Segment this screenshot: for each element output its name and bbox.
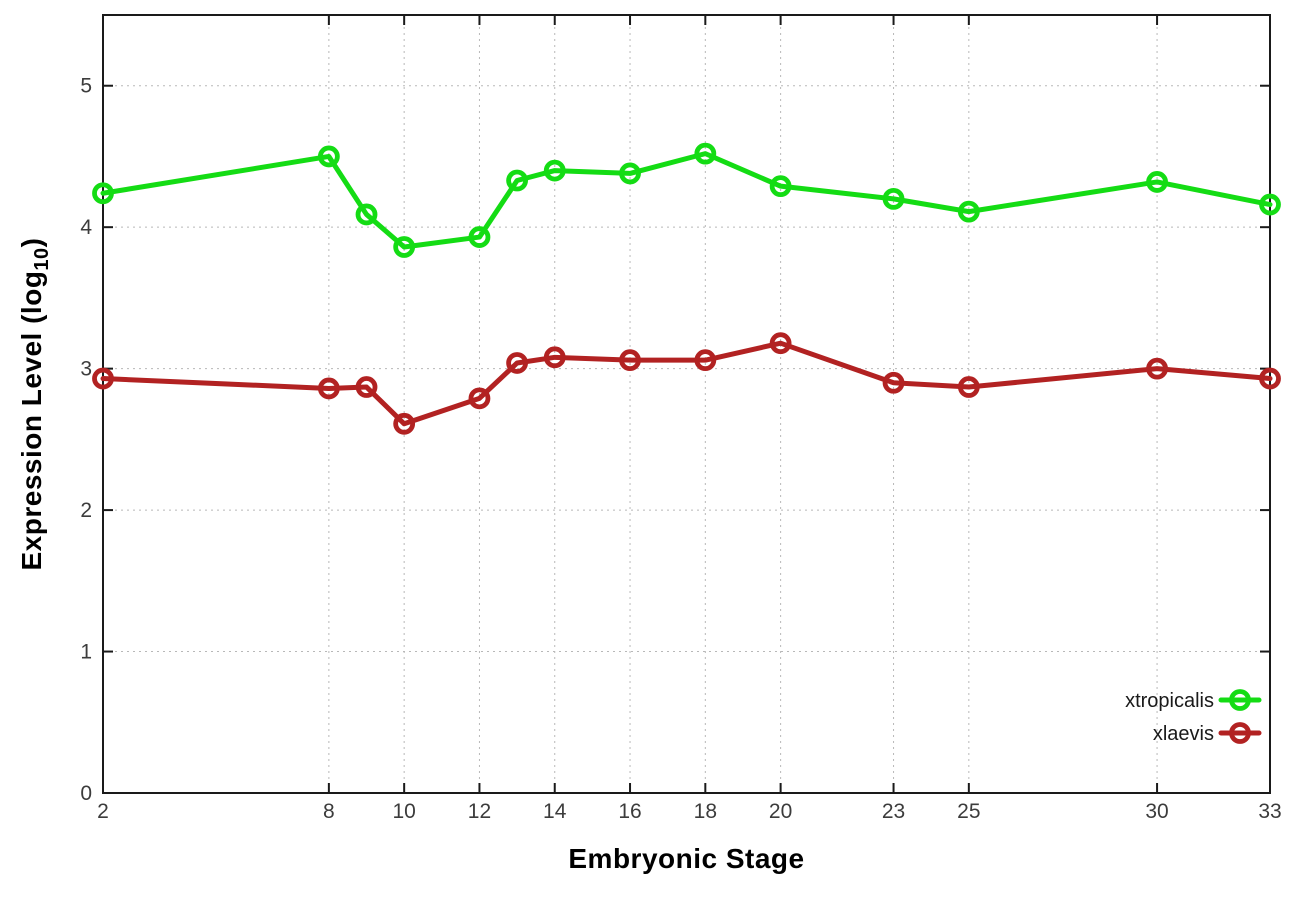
data-point-marker-xlaevis: [1146, 357, 1168, 380]
data-point-marker-xlaevis: [92, 367, 114, 390]
x-tick-label: 8: [323, 800, 335, 823]
x-tick-label: 33: [1258, 800, 1281, 823]
y-tick-label: 2: [80, 499, 92, 522]
data-point-marker-xtropicalis: [1146, 171, 1168, 193]
y-axis-title: Expression Level (log10): [16, 238, 54, 571]
series-line-xlaevis: [100, 340, 1273, 427]
data-point-marker-xtropicalis: [769, 175, 792, 198]
data-point-marker-xtropicalis: [468, 226, 491, 248]
data-point-marker-xlaevis: [1259, 367, 1281, 390]
y-tick-label: 3: [80, 358, 92, 381]
legend-label-xtropicalis: xtropicalis: [1125, 690, 1214, 712]
data-point-marker-xlaevis: [957, 376, 980, 398]
data-point-marker-xlaevis: [355, 376, 378, 398]
y-axis-title-text: Expression Level (log: [16, 270, 48, 571]
data-point-marker-xtropicalis: [957, 200, 980, 223]
x-tick-label: 20: [769, 800, 792, 823]
y-tick-label: 5: [80, 75, 92, 98]
data-point-marker-xlaevis: [882, 371, 905, 394]
data-point-marker-xlaevis: [468, 387, 491, 410]
data-point-marker-xtropicalis: [92, 182, 114, 205]
data-point-marker-xtropicalis: [694, 142, 717, 165]
x-tick-label: 10: [392, 800, 415, 823]
x-tick-label: 14: [543, 800, 567, 823]
data-point-marker-xlaevis: [393, 412, 416, 435]
x-tick-label: 25: [957, 800, 980, 823]
x-tick-label: 16: [618, 800, 641, 823]
plot-border: [102, 14, 1271, 794]
y-axis-title-subscript: 10: [30, 247, 53, 271]
x-axis-title: Embryonic Stage: [568, 843, 805, 874]
x-tick-label: 2: [97, 800, 109, 823]
data-point-marker-xlaevis: [506, 352, 528, 374]
x-tick-label: 30: [1145, 800, 1168, 823]
data-point-marker-xtropicalis: [619, 162, 641, 185]
x-tick-label: 12: [468, 800, 491, 823]
data-point-marker-xtropicalis: [393, 236, 416, 258]
data-point-marker-xtropicalis: [882, 187, 905, 210]
x-tick-label: 23: [882, 800, 905, 823]
y-axis-title-suffix: ): [16, 237, 48, 248]
x-tick-label: 18: [694, 800, 717, 823]
y-tick-label: 1: [80, 641, 92, 664]
data-point-marker-xtropicalis: [317, 145, 340, 168]
y-tick-label: 4: [80, 216, 92, 239]
y-tick-label: 0: [80, 782, 92, 805]
legend-marker-xlaevis: [1229, 722, 1251, 744]
legend-label-xlaevis: xlaevis: [1153, 723, 1214, 745]
data-point-marker-xlaevis: [769, 332, 792, 355]
data-point-marker-xtropicalis: [355, 203, 378, 226]
legend-marker-xtropicalis: [1229, 689, 1251, 711]
data-point-marker-xtropicalis: [506, 169, 528, 192]
data-point-marker-xlaevis: [694, 349, 717, 372]
data-point-marker-xlaevis: [619, 349, 641, 372]
data-point-marker-xlaevis: [543, 346, 566, 369]
series-line-xtropicalis: [100, 151, 1273, 250]
data-point-marker-xlaevis: [317, 377, 340, 400]
data-point-marker-xtropicalis: [543, 159, 566, 182]
data-point-marker-xtropicalis: [1259, 193, 1281, 216]
